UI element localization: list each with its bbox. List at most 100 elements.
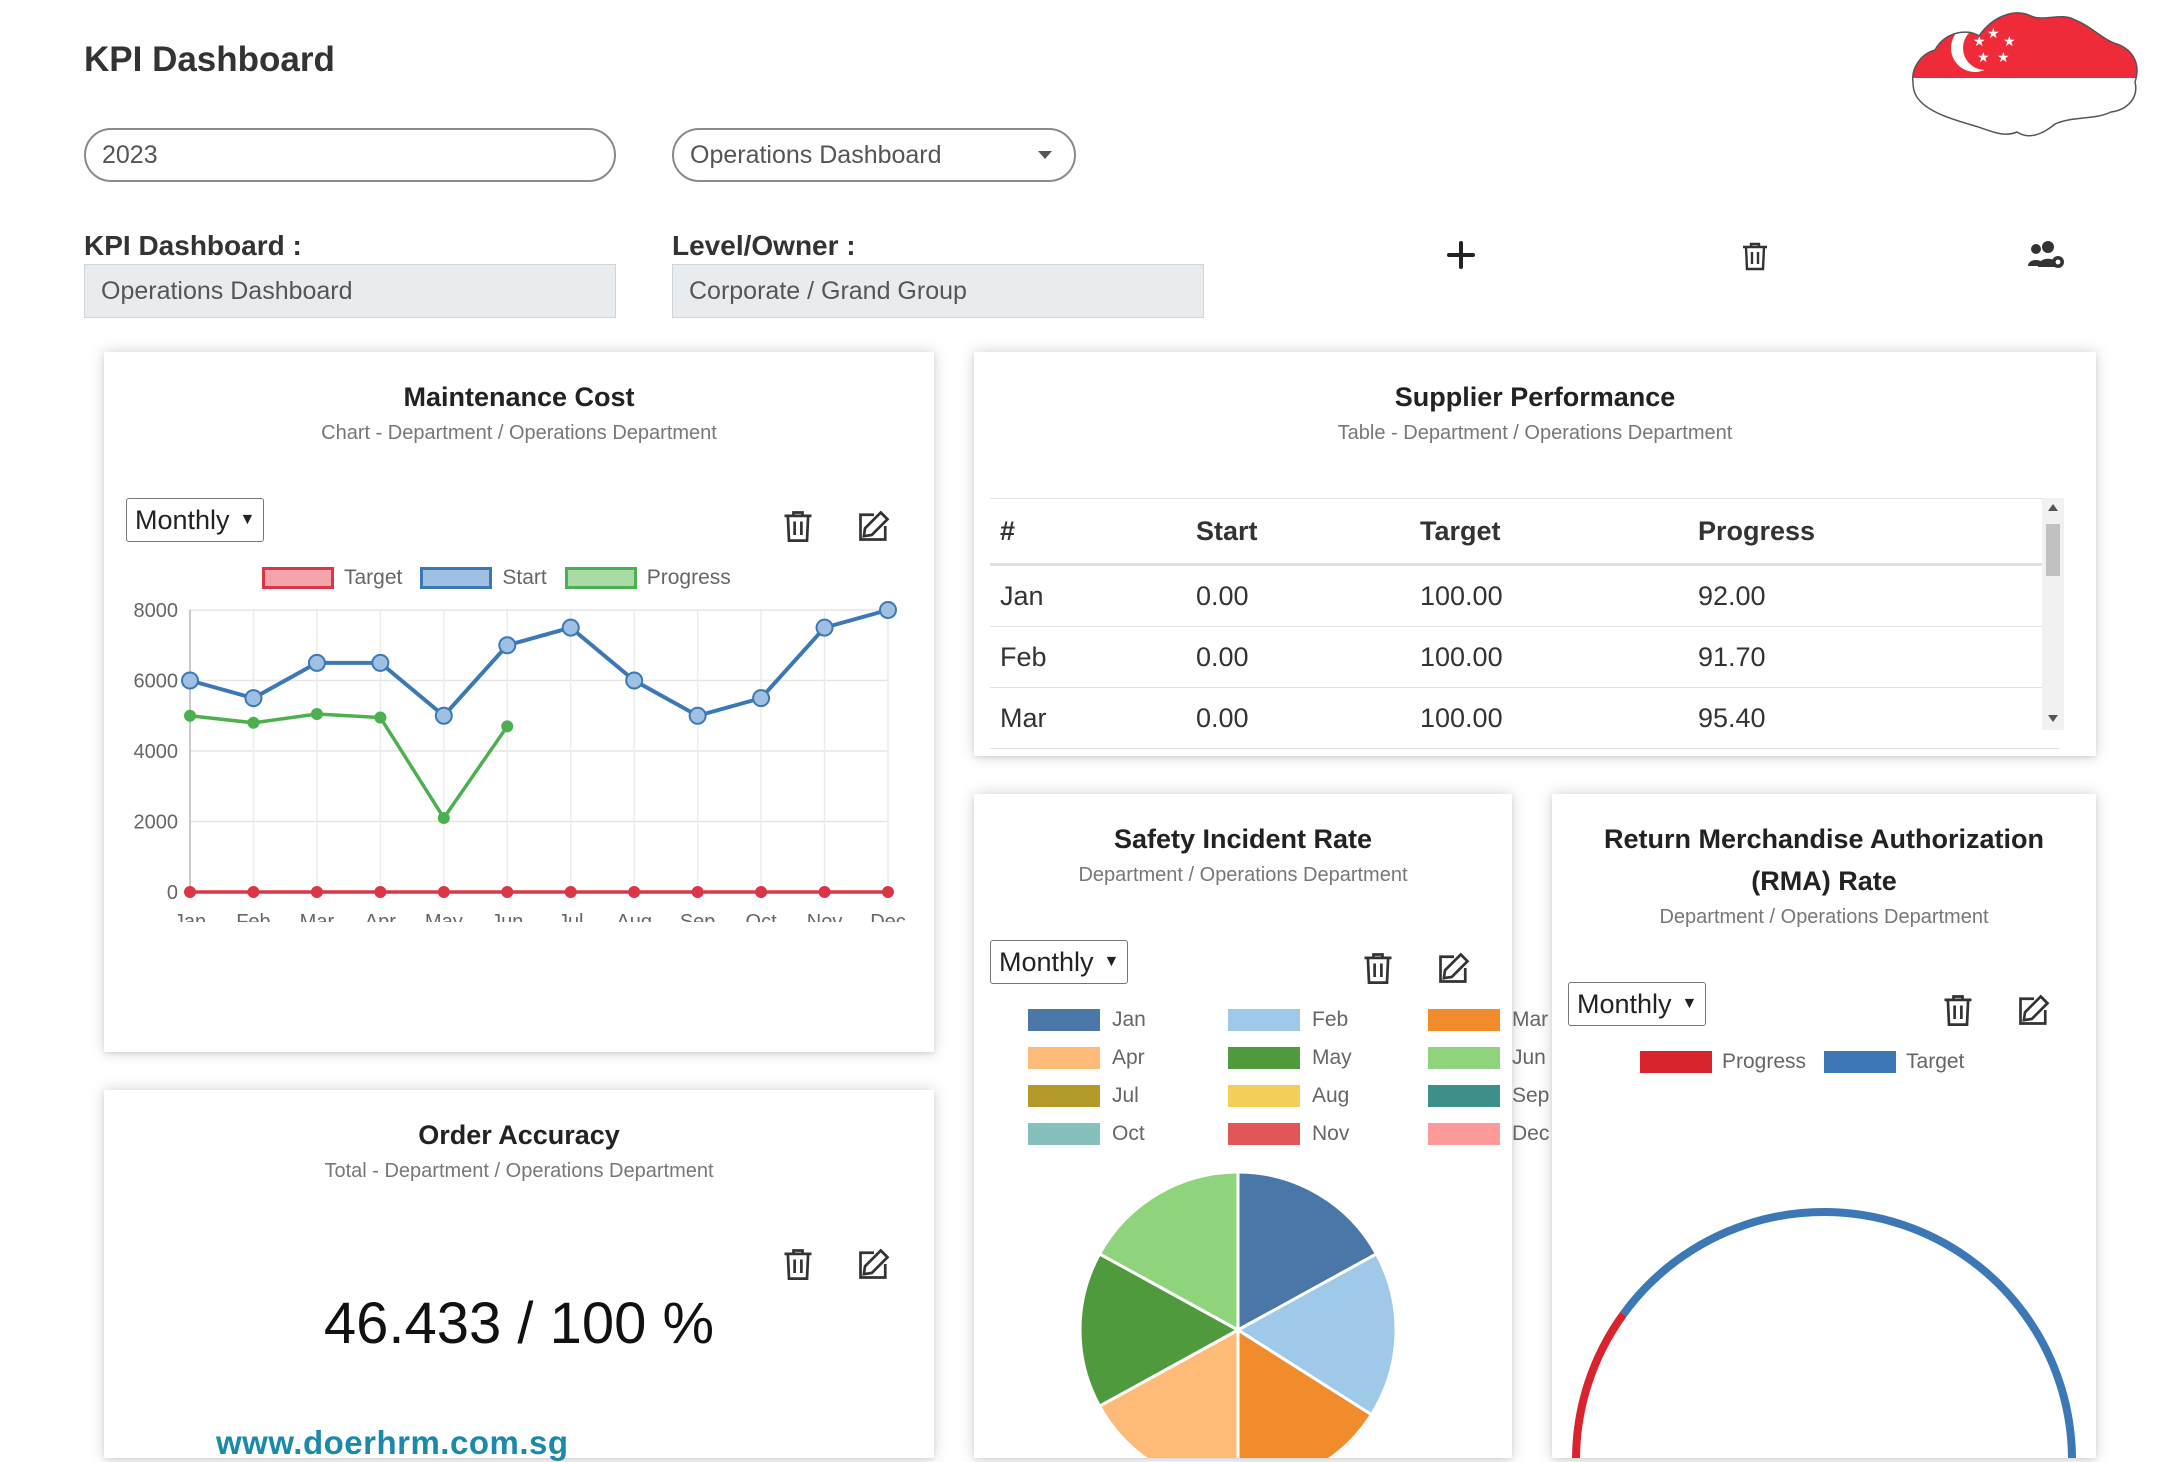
x-tick-label: Oct <box>746 911 778 922</box>
edit-icon[interactable] <box>1436 950 1472 986</box>
x-tick-label: Jul <box>558 911 584 922</box>
supplier-performance-card: Supplier Performance Table - Department … <box>974 352 2096 756</box>
singapore-flag-map-icon: ★ ★★ ★★ <box>1912 12 2138 137</box>
scroll-up-arrow[interactable] <box>2048 504 2058 511</box>
chart-legend: Target Start Progress <box>244 566 731 590</box>
svg-text:★: ★ <box>2003 34 2016 50</box>
data-point-progress <box>184 709 196 722</box>
plus-icon[interactable] <box>1446 240 1476 270</box>
trash-icon[interactable] <box>1360 950 1396 986</box>
period-select[interactable]: Monthly ▼ <box>990 940 1129 984</box>
edit-icon[interactable] <box>2016 992 2052 1028</box>
data-point-target <box>247 886 260 898</box>
year-input[interactable]: 2023 <box>84 128 616 182</box>
dashboard-label: KPI Dashboard : <box>84 230 302 261</box>
column-header: Progress <box>1697 498 2060 566</box>
x-tick-label: Mar <box>300 911 335 922</box>
legend-label: Jan <box>1112 1008 1146 1031</box>
edit-icon[interactable] <box>856 508 892 544</box>
table-cell: Feb <box>990 626 1195 688</box>
table-cell: 0.00 <box>1195 626 1419 688</box>
data-point-target <box>374 886 387 898</box>
y-tick-label: 4000 <box>134 741 179 763</box>
chevron-down-icon: ▼ <box>1103 953 1120 970</box>
card-subtitle: Total - Department / Operations Departme… <box>324 1160 714 1182</box>
series-line-progress <box>189 712 509 822</box>
legend-swatch <box>1228 1009 1300 1031</box>
legend-item: Jun <box>1428 1046 1578 1070</box>
column-header: Start <box>1195 498 1419 566</box>
legend-label: Target <box>344 566 403 589</box>
scrollbar-thumb[interactable] <box>2046 524 2060 576</box>
data-point-start <box>434 706 453 725</box>
table-row: Jan 0.00 100.00 92.00 <box>990 564 2060 627</box>
table-cell: 0.00 <box>1195 564 1419 627</box>
svg-text:★: ★ <box>1997 50 2010 66</box>
legend-swatch-progress <box>1640 1051 1712 1073</box>
legend-item: Aug <box>1228 1084 1428 1108</box>
gauge-legend: Progress Target <box>1622 1050 1964 1074</box>
order-accuracy-card: Order Accuracy Total - Department / Oper… <box>104 1090 934 1458</box>
legend-swatch <box>1428 1085 1500 1107</box>
legend-item: Apr <box>1028 1046 1228 1070</box>
card-title: Return Merchandise Authorization <box>1603 824 2045 854</box>
trash-icon[interactable] <box>1940 992 1976 1028</box>
pie-slice-jun <box>1097 1170 1240 1333</box>
legend-swatch <box>1428 1047 1500 1069</box>
data-point-start <box>244 689 263 708</box>
column-header: Target <box>1419 498 1697 566</box>
svg-text:★: ★ <box>1973 34 1986 50</box>
period-select-value: Monthly <box>1577 988 1672 1019</box>
card-title-line2: (RMA) Rate <box>1751 866 1897 896</box>
card-subtitle: Department / Operations Department <box>1078 864 1408 886</box>
y-tick-label: 8000 <box>134 600 179 622</box>
data-point-target <box>818 886 831 898</box>
data-point-target <box>691 886 704 898</box>
edit-icon[interactable] <box>856 1246 892 1282</box>
data-point-start <box>498 636 517 655</box>
data-point-progress <box>310 707 323 720</box>
rma-gauge-chart <box>1572 1208 2076 1458</box>
table-cell: Mar <box>990 687 1195 749</box>
pie-slice-apr <box>1097 1327 1240 1458</box>
legend-item: Dec <box>1428 1122 1578 1146</box>
legend-swatch-target <box>262 567 334 589</box>
pie-slice-may <box>1078 1251 1242 1409</box>
gauge-arc-target <box>1620 1208 2076 1458</box>
safety-incident-card: Safety Incident Rate Department / Operat… <box>974 794 1549 1458</box>
table-scrollbar[interactable] <box>2042 498 2064 730</box>
card-subtitle: Department / Operations Department <box>1659 906 1989 928</box>
trash-icon[interactable] <box>1740 240 1770 272</box>
data-point-start <box>625 671 644 690</box>
x-tick-label: Jan <box>174 911 206 922</box>
trash-icon[interactable] <box>780 1246 816 1282</box>
period-select[interactable]: Monthly ▼ <box>126 498 265 542</box>
legend-label: Dec <box>1512 1122 1550 1145</box>
legend-item: Feb <box>1228 1008 1428 1032</box>
page-title: KPI Dashboard <box>84 40 335 79</box>
card-title: Maintenance Cost <box>403 382 635 412</box>
table-row: Mar 0.00 100.00 95.40 <box>990 687 2060 749</box>
table-cell: 95.40 <box>1697 687 2060 749</box>
x-tick-label: Apr <box>365 911 396 922</box>
card-subtitle: Chart - Department / Operations Departme… <box>321 422 717 444</box>
legend-swatch <box>1228 1047 1300 1069</box>
period-select[interactable]: Monthly ▼ <box>1568 982 1707 1026</box>
card-title: Safety Incident Rate <box>1113 824 1373 854</box>
dashboard-select[interactable]: Operations Dashboard <box>672 128 1076 182</box>
data-point-start <box>307 653 326 672</box>
data-point-target <box>501 886 514 898</box>
legend-swatch <box>1428 1123 1500 1145</box>
website-url[interactable]: www.doerhrm.com.sg <box>216 1424 569 1461</box>
rma-rate-card: Return Merchandise Authorization (RMA) R… <box>1552 794 2096 1458</box>
x-tick-label: Dec <box>870 911 906 922</box>
legend-item: Jan <box>1028 1008 1228 1032</box>
scroll-down-arrow[interactable] <box>2048 715 2058 722</box>
trash-icon[interactable] <box>780 508 816 544</box>
users-gear-icon[interactable] <box>2026 240 2066 272</box>
pie-slice-jan <box>1236 1170 1379 1333</box>
legend-label: Nov <box>1312 1122 1350 1145</box>
legend-label: Aug <box>1312 1084 1350 1107</box>
x-tick-label: Sep <box>680 911 716 922</box>
legend-label: Target <box>1906 1050 1965 1073</box>
